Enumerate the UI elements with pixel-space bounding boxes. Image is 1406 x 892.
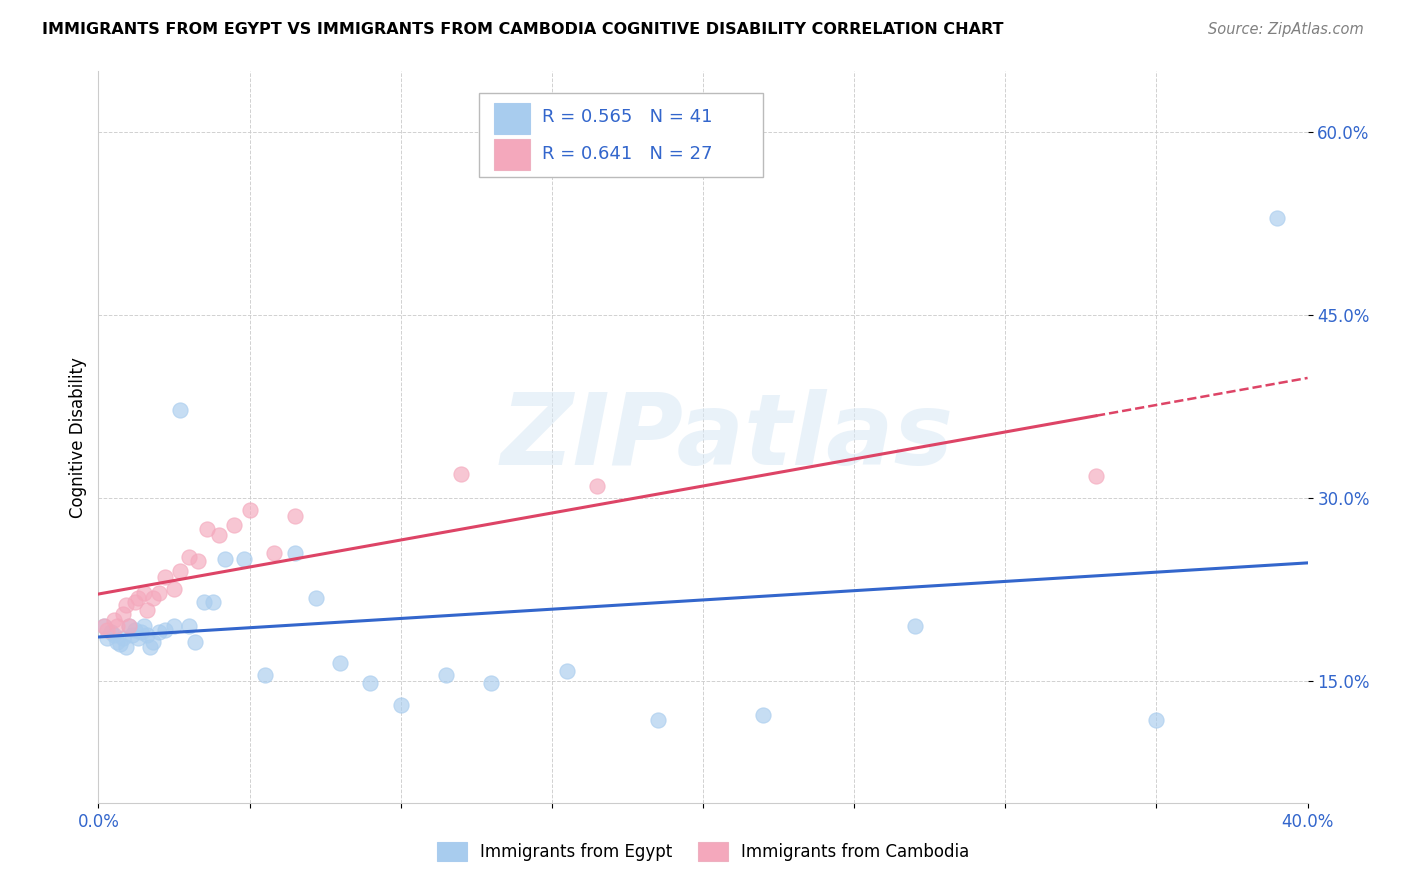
Point	[127, 632, 149, 646]
Point	[135, 603, 157, 617]
Point	[139, 640, 162, 654]
Point	[111, 607, 134, 621]
Point	[132, 619, 155, 633]
Point	[253, 667, 276, 681]
Point	[169, 403, 191, 417]
Point	[142, 635, 165, 649]
Point	[153, 570, 176, 584]
Point	[114, 640, 136, 654]
Point	[169, 564, 191, 578]
Point	[93, 619, 115, 633]
Point	[153, 623, 176, 637]
Point	[108, 637, 131, 651]
Text: ZIPatlas: ZIPatlas	[501, 389, 953, 485]
Text: IMMIGRANTS FROM EGYPT VS IMMIGRANTS FROM CAMBODIA COGNITIVE DISABILITY CORRELATI: IMMIGRANTS FROM EGYPT VS IMMIGRANTS FROM…	[42, 22, 1004, 37]
Point	[263, 546, 285, 560]
Y-axis label: Cognitive Disability: Cognitive Disability	[69, 357, 87, 517]
Point	[752, 708, 775, 723]
Point	[305, 591, 328, 605]
Point	[232, 552, 254, 566]
Point	[450, 467, 472, 481]
Point	[208, 527, 231, 541]
FancyBboxPatch shape	[479, 94, 763, 178]
Point	[105, 619, 128, 633]
Point	[121, 627, 143, 641]
Point	[434, 667, 457, 681]
Point	[148, 625, 170, 640]
Point	[904, 619, 927, 633]
Point	[163, 582, 186, 597]
Point	[118, 619, 141, 633]
Point	[586, 479, 609, 493]
Legend: Immigrants from Egypt, Immigrants from Cambodia: Immigrants from Egypt, Immigrants from C…	[430, 835, 976, 868]
Point	[1085, 469, 1108, 483]
Point	[284, 546, 307, 560]
Point	[132, 586, 155, 600]
Point	[329, 656, 352, 670]
Point	[555, 664, 578, 678]
Point	[111, 632, 134, 646]
Text: R = 0.641   N = 27: R = 0.641 N = 27	[543, 145, 713, 163]
Point	[184, 635, 207, 649]
Point	[193, 594, 215, 608]
Point	[96, 632, 118, 646]
Point	[114, 599, 136, 613]
Point	[647, 713, 669, 727]
Point	[214, 552, 236, 566]
Point	[179, 549, 201, 564]
Point	[142, 591, 165, 605]
FancyBboxPatch shape	[494, 103, 530, 134]
Point	[103, 627, 125, 641]
Point	[103, 613, 125, 627]
Point	[124, 594, 146, 608]
Point	[195, 521, 218, 535]
FancyBboxPatch shape	[494, 139, 530, 170]
Point	[284, 509, 307, 524]
Point	[389, 698, 412, 713]
Point	[202, 594, 225, 608]
Point	[239, 503, 262, 517]
Point	[224, 517, 246, 532]
Point	[1144, 713, 1167, 727]
Point	[124, 623, 146, 637]
Text: R = 0.565   N = 41: R = 0.565 N = 41	[543, 109, 713, 127]
Point	[129, 625, 152, 640]
Point	[179, 619, 201, 633]
Point	[148, 586, 170, 600]
Point	[481, 676, 503, 690]
Text: Source: ZipAtlas.com: Source: ZipAtlas.com	[1208, 22, 1364, 37]
Point	[127, 591, 149, 605]
Point	[163, 619, 186, 633]
Point	[360, 676, 382, 690]
Point	[93, 619, 115, 633]
Point	[187, 554, 209, 568]
Point	[105, 635, 128, 649]
Point	[100, 625, 122, 640]
Point	[135, 627, 157, 641]
Point	[96, 623, 118, 637]
Point	[118, 619, 141, 633]
Point	[1267, 211, 1289, 225]
